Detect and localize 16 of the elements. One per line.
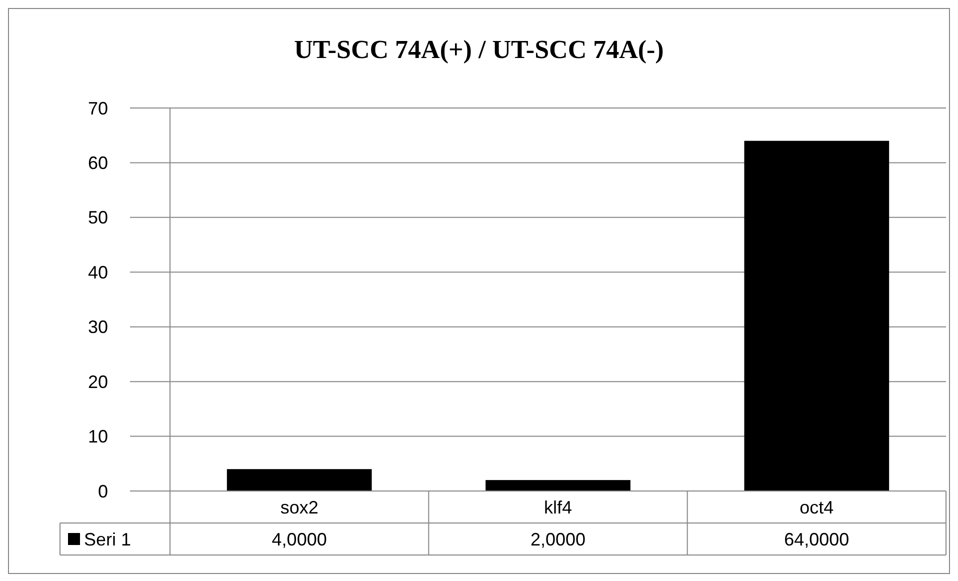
chart-title: UT-SCC 74A(+) / UT-SCC 74A(-) — [294, 35, 664, 64]
legend-label: Seri 1 — [84, 529, 132, 550]
y-tick-label: 0 — [98, 481, 108, 502]
y-tick-label: 40 — [88, 262, 108, 282]
y-tick-label: 30 — [88, 317, 108, 338]
y-tick-label: 70 — [88, 98, 108, 118]
y-tick-label: 50 — [88, 208, 108, 228]
y-tick-label: 10 — [88, 426, 108, 447]
data-label: 64,0000 — [784, 529, 850, 550]
y-tick-label: 20 — [88, 372, 108, 392]
x-tick-label: klf4 — [544, 497, 572, 518]
data-label: 4,0000 — [272, 529, 327, 550]
data-label: 2,0000 — [530, 529, 586, 550]
y-tick-label: 60 — [88, 153, 108, 174]
x-tick-label: sox2 — [280, 497, 318, 518]
x-tick-label: oct4 — [800, 497, 834, 518]
